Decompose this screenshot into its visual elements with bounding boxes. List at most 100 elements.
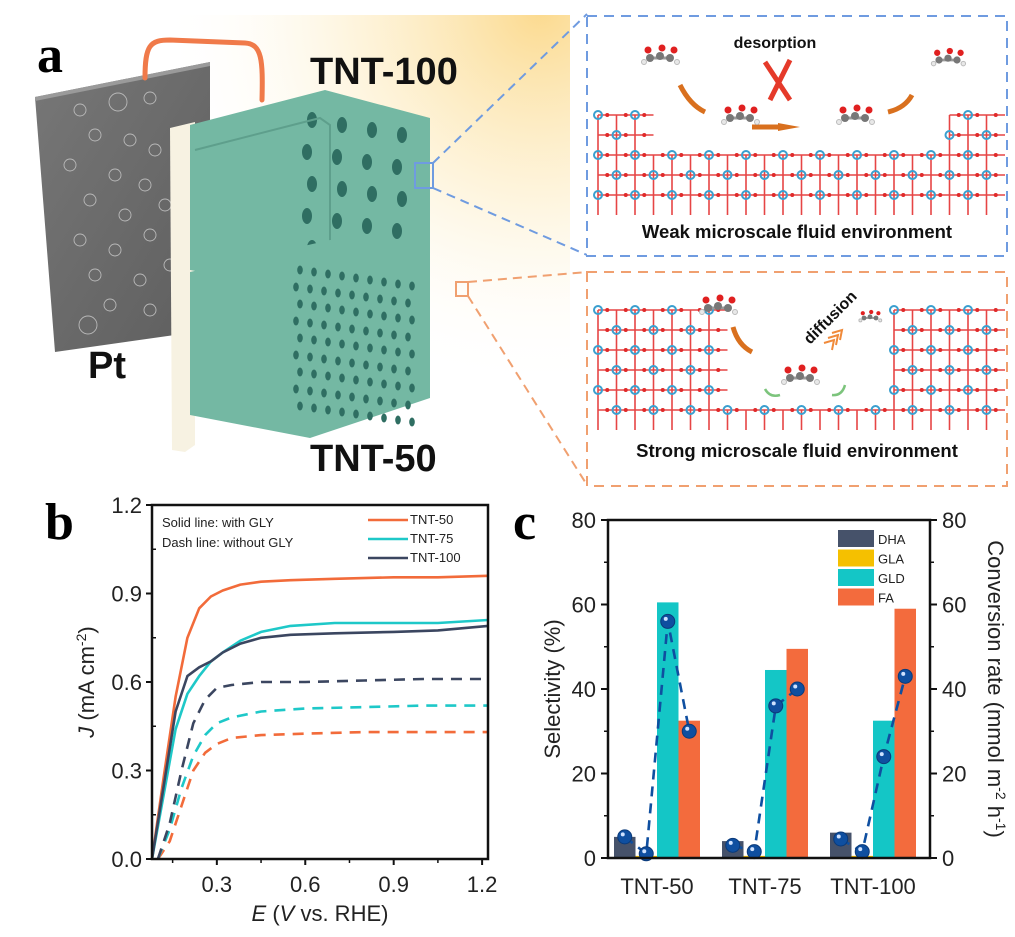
carbon-atom [944,54,952,62]
oxygen-atom [660,408,665,412]
oxygen-atom [839,106,847,114]
oxygen-atom [697,388,702,392]
oxygen-atom [660,388,665,392]
carbon-atom [736,112,744,120]
bubble [133,273,147,287]
oxygen-atom [660,153,665,157]
conversion-rate-point [789,681,805,697]
titanium-atom [870,405,881,415]
bar-dha-tnt-75 [722,841,744,858]
legend-label: TNT-100 [410,550,461,565]
oxygen-atom [790,193,795,197]
titanium-atom [963,345,973,355]
oxygen-atom [753,173,758,177]
oxygen-atom [919,348,924,352]
oxygen-atom [853,104,861,112]
nanotube-pore [409,383,415,393]
bubble [123,133,137,147]
titanium-atom [611,365,622,375]
nanotube-pore [405,298,411,308]
arrow-icon [778,123,800,131]
nanotube-pore [339,305,345,315]
tnt-50-nanotube-array [190,240,430,438]
y-tick-label: 0.3 [111,759,142,784]
oxygen-atom [716,153,721,157]
oxygen-atom [679,368,684,372]
nanotube-pore [325,371,331,381]
nanotube-pore [293,350,299,360]
nanotube-pore [367,377,373,387]
oxygen-atom [810,366,818,374]
titanium-atom [759,405,770,415]
oxygen-atom [956,348,961,352]
oxygen-atom [919,153,924,157]
carbon-atom [646,54,654,62]
carbon-atom [806,374,814,382]
nanotube-pore [353,307,359,317]
oxygen-atom [956,133,961,137]
oxygen-atom [771,153,776,157]
oxygen-atom [993,348,998,352]
oxygen-atom [901,408,906,412]
y-axis-label: J (mA cm-2) [73,626,99,738]
panel-a-illustration: Pt TNT-100 TNT-50 desorption Weak micros… [35,13,1008,487]
oxygen-atom [845,193,850,197]
titanium-atom [685,365,696,375]
y-tick-label: 0.0 [111,847,142,872]
oxygen-atom [642,113,647,117]
legend-swatch-gla [838,549,874,567]
oxygen-atom [697,348,702,352]
bubble [63,158,77,172]
oxygen-atom [827,153,832,157]
hydrogen-atom [781,379,787,385]
conversion-rate-line [623,621,691,857]
titanium-atom [944,130,955,140]
hydrogen-atom [699,309,705,315]
nanotube-pore [409,349,415,359]
carbon-atom [726,114,734,122]
arrow-icon [677,83,707,115]
oxygen-atom [975,348,980,352]
oxygen-atom [975,308,980,312]
x-tick-label: TNT-100 [830,874,916,899]
connector-line [432,187,588,256]
oxygen-atom [750,106,758,114]
x-tick-label: 0.6 [290,872,321,897]
carbon-atom [861,315,867,321]
nanotube-pore [297,401,303,411]
oxygen-atom [938,408,943,412]
hydrogen-atom [732,309,738,315]
pt-label: Pt [88,345,126,387]
oxygen-atom [605,328,610,332]
carbon-atom [867,314,873,320]
titanium-atom [796,170,807,180]
oxygen-atom [716,328,721,332]
titanium-atom [611,170,622,180]
y-axis-label: Selectivity (%) [540,619,565,758]
oxygen-atom [716,294,724,302]
oxygen-atom [697,328,702,332]
panel-c-letter: c [513,494,537,551]
oxygen-atom [679,328,684,332]
titanium-atom [593,305,603,315]
bar-gld-tnt-50 [657,602,679,858]
titanium-atom [648,170,659,180]
nanotube-pore [367,275,373,285]
nanotube-pore [395,415,401,425]
oxygen-atom [642,153,647,157]
oxygen-atom [605,308,610,312]
titanium-atom [630,345,640,355]
oxygen-atom [623,308,628,312]
oxygen-atom [697,193,702,197]
oxygen-atom [938,348,943,352]
oxygen-atom [975,388,980,392]
carbon-atom [953,56,961,64]
legend-swatch-fa [838,588,874,606]
oxygen-atom [724,106,732,114]
legend: DHA GLA GLD FA [838,530,906,606]
point-highlight [793,684,798,689]
conversion-rate-point [876,749,892,765]
titanium-atom [907,405,918,415]
oxygen-atom [901,348,906,352]
titanium-atom [593,345,603,355]
